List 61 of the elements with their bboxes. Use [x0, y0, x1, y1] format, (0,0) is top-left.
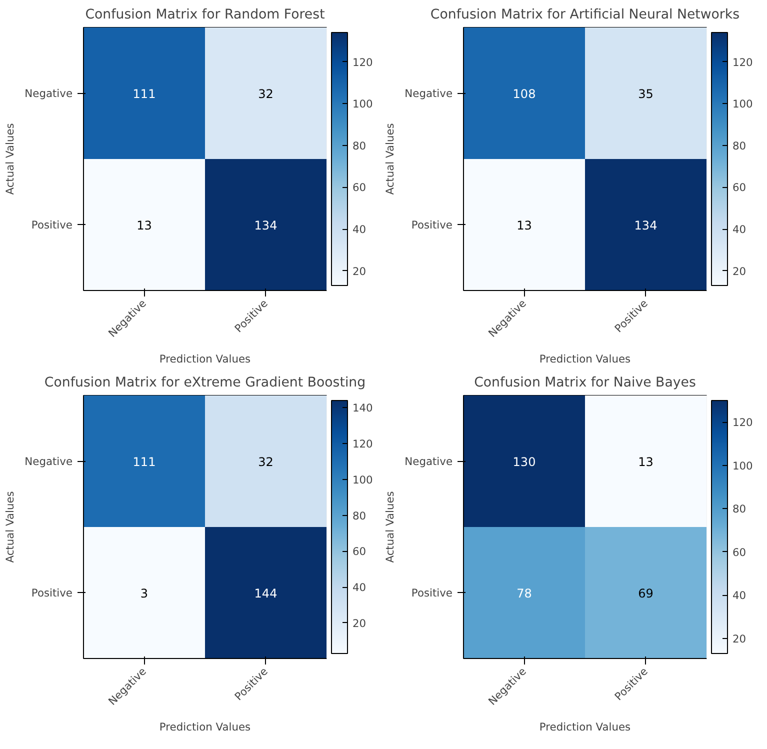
data-label: 108 [512, 86, 536, 101]
chart-title: Confusion Matrix for eXtreme Gradient Boosting [44, 376, 366, 390]
data-label: 134 [634, 218, 658, 232]
x-axis-title: Prediction Values [159, 352, 252, 366]
chart-title: Confusion Matrix for Naive Bayes [474, 376, 696, 390]
y-tick-label: Negative [24, 454, 73, 468]
color-bar-label: 80 [352, 509, 366, 522]
color-bar-label: 20 [732, 264, 746, 278]
data-label: 13 [638, 454, 654, 469]
color-bar-label: 100 [352, 473, 374, 486]
data-label: 32 [258, 454, 274, 469]
data-label: 13 [516, 218, 532, 232]
color-bar-label: 100 [732, 98, 754, 111]
chart-title: Confusion Matrix for Artificial Neural Networks [430, 8, 740, 22]
y-axis-title: Actual Values [4, 490, 17, 563]
data-label: 35 [638, 86, 654, 101]
color-bar-label: 120 [352, 56, 374, 69]
data-label: 13 [136, 218, 152, 232]
color-bar-label: 120 [352, 438, 374, 451]
data-label: 144 [254, 586, 278, 600]
data-label: 32 [258, 86, 274, 101]
color-bar-label: 20 [352, 616, 366, 630]
color-bar-label: 60 [352, 545, 366, 558]
color-bar-label: 60 [732, 546, 746, 559]
data-label: 130 [512, 454, 536, 469]
y-tick-label: Positive [411, 218, 453, 232]
x-axis-title: Prediction Values [159, 720, 252, 734]
x-axis-title: Prediction Values [539, 720, 632, 734]
y-axis-title: Actual Values [384, 122, 397, 195]
color-bar-label: 40 [352, 223, 366, 236]
y-tick-label: Positive [411, 586, 453, 600]
data-label: 69 [638, 586, 654, 600]
data-label: 111 [132, 86, 156, 101]
color-bar-label: 120 [732, 56, 754, 69]
color-bar-label: 100 [732, 459, 754, 472]
data-label: 111 [132, 454, 156, 469]
color-bar-label: 40 [732, 589, 746, 602]
y-axis-title: Actual Values [384, 490, 397, 563]
color-bar-label: 120 [732, 416, 754, 430]
data-label: 134 [254, 218, 278, 232]
data-label: 78 [516, 586, 532, 600]
y-tick-label: Negative [24, 86, 73, 100]
y-tick-label: Positive [31, 586, 73, 600]
chart-title: Confusion Matrix for Random Forest [85, 8, 325, 22]
color-bar-label: 60 [732, 181, 746, 194]
color-bar-label: 60 [352, 181, 366, 194]
data-label: 3 [140, 586, 148, 600]
color-bar-label: 80 [732, 139, 746, 152]
color-bar-label: 80 [352, 139, 366, 152]
color-bar-label: 100 [352, 98, 374, 111]
y-tick-label: Negative [404, 454, 453, 468]
color-bar-label: 40 [352, 581, 366, 594]
color-bar-label: 20 [352, 264, 366, 278]
y-tick-label: Negative [404, 86, 453, 100]
color-bar-label: 80 [732, 502, 746, 516]
color-bar-label: 20 [732, 632, 746, 646]
color-bar-label: 140 [352, 402, 374, 415]
y-tick-label: Positive [31, 218, 73, 232]
color-bar-label: 40 [732, 223, 746, 236]
x-axis-title: Prediction Values [539, 352, 632, 366]
y-axis-title: Actual Values [4, 122, 17, 195]
